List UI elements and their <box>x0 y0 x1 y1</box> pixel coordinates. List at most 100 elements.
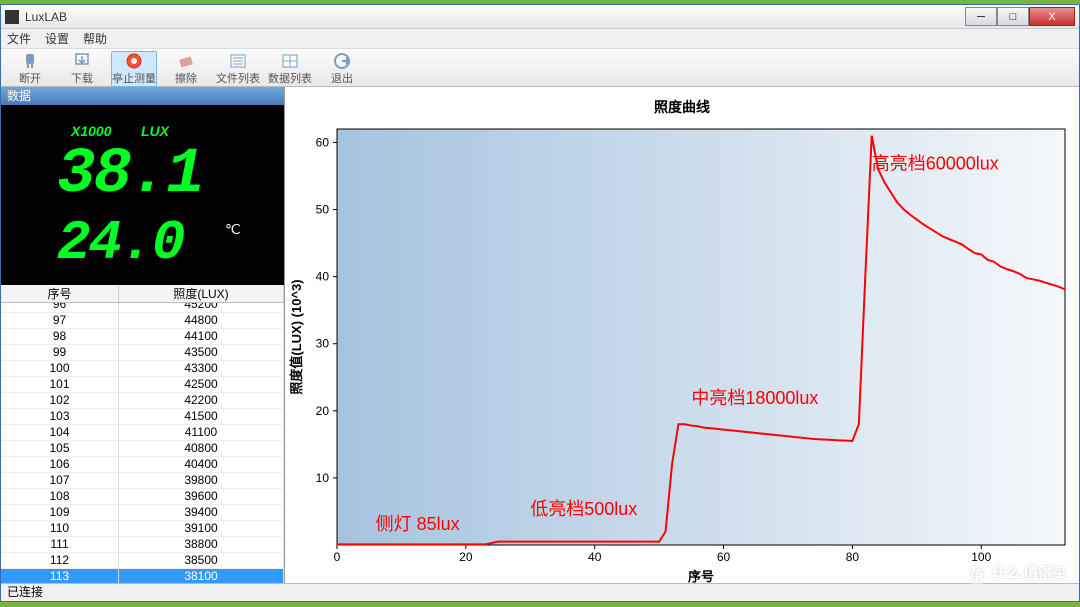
chart-title: 照度曲线 <box>285 87 1079 121</box>
svg-text:20: 20 <box>316 404 330 418</box>
svg-text:60: 60 <box>316 135 330 149</box>
table-row[interactable]: 9943500 <box>1 345 284 361</box>
table-row[interactable]: 10341500 <box>1 409 284 425</box>
statusbar: 已连接 <box>1 583 1079 601</box>
cell-lux: 39800 <box>119 473 284 489</box>
tool-filelist[interactable]: 文件列表 <box>215 51 261 87</box>
cell-lux: 43500 <box>119 345 284 361</box>
tool-download[interactable]: 下载 <box>59 51 105 87</box>
cell-lux: 42500 <box>119 377 284 393</box>
cell-lux: 41500 <box>119 409 284 425</box>
down-icon <box>72 52 92 70</box>
left-panel: 数据 X1000 LUX 38.1 24.0 ℃ 序号 照度(LUX) 9645… <box>1 87 285 585</box>
svg-text:侧灯 85lux: 侧灯 85lux <box>376 514 460 534</box>
cell-index: 100 <box>1 361 119 377</box>
tool-disconnect[interactable]: 断开 <box>7 51 53 87</box>
cell-lux: 40800 <box>119 441 284 457</box>
cell-index: 110 <box>1 521 119 537</box>
chart-svg: 102030405060020406080100侧灯 85lux低亮档500lu… <box>285 121 1075 591</box>
table-row[interactable]: 9645200 <box>1 303 284 313</box>
menu-1[interactable]: 设置 <box>45 30 69 47</box>
table-row[interactable]: 10242200 <box>1 393 284 409</box>
panel-header: 数据 <box>1 87 284 105</box>
svg-text:照度值(LUX) (10^3): 照度值(LUX) (10^3) <box>289 279 304 394</box>
cell-index: 105 <box>1 441 119 457</box>
tool-clear[interactable]: 擦除 <box>163 51 209 87</box>
table-row[interactable]: 10043300 <box>1 361 284 377</box>
table-row[interactable]: 10640400 <box>1 457 284 473</box>
table-body[interactable]: 9645200974480098441009943500100433001014… <box>1 303 284 585</box>
table-row[interactable]: 10540800 <box>1 441 284 457</box>
table-row[interactable]: 10142500 <box>1 377 284 393</box>
tool-datalist[interactable]: 数据列表 <box>267 51 313 87</box>
cell-index: 107 <box>1 473 119 489</box>
svg-text:40: 40 <box>588 550 602 564</box>
content: 数据 X1000 LUX 38.1 24.0 ℃ 序号 照度(LUX) 9645… <box>1 87 1079 585</box>
cell-lux: 38500 <box>119 553 284 569</box>
svg-text:10: 10 <box>316 471 330 485</box>
data-table: 序号 照度(LUX) 96452009744800984410099435001… <box>1 285 284 585</box>
table-row[interactable]: 11238500 <box>1 553 284 569</box>
cell-index: 98 <box>1 329 119 345</box>
svg-text:低亮档500lux: 低亮档500lux <box>530 499 637 519</box>
watermark-text: 什么.值得买 <box>992 565 1066 581</box>
svg-text:60: 60 <box>717 550 731 564</box>
cell-index: 111 <box>1 537 119 553</box>
minimize-button[interactable]: ─ <box>965 7 997 26</box>
cell-index: 99 <box>1 345 119 361</box>
watermark: 值什么.值得买 <box>966 563 1066 585</box>
cell-lux: 39400 <box>119 505 284 521</box>
cell-lux: 45200 <box>119 303 284 313</box>
tool-exit[interactable]: 退出 <box>319 51 365 87</box>
titlebar: LuxLAB ─ □ X <box>1 5 1079 29</box>
svg-text:高亮档60000lux: 高亮档60000lux <box>872 153 999 173</box>
cell-index: 104 <box>1 425 119 441</box>
tool-label: 擦除 <box>175 70 197 86</box>
lcd-multiplier: X1000 <box>71 123 111 139</box>
table-row[interactable]: 11039100 <box>1 521 284 537</box>
table-row[interactable]: 10441100 <box>1 425 284 441</box>
window-title: LuxLAB <box>25 10 965 24</box>
lcd-temp-unit: ℃ <box>225 221 241 238</box>
cell-index: 96 <box>1 303 119 313</box>
menu-2[interactable]: 帮助 <box>83 30 107 47</box>
table-row[interactable]: 10839600 <box>1 489 284 505</box>
menu-0[interactable]: 文件 <box>7 30 31 47</box>
svg-text:0: 0 <box>334 550 341 564</box>
svg-text:50: 50 <box>316 203 330 217</box>
table-row[interactable]: 10939400 <box>1 505 284 521</box>
svg-text:中亮档18000lux: 中亮档18000lux <box>691 388 818 408</box>
window-buttons: ─ □ X <box>965 7 1075 26</box>
cell-lux: 44800 <box>119 313 284 329</box>
app-icon <box>5 10 19 24</box>
maximize-button[interactable]: □ <box>997 7 1029 26</box>
cell-index: 108 <box>1 489 119 505</box>
close-button[interactable]: X <box>1029 7 1075 26</box>
watermark-icon: 值 <box>966 563 988 585</box>
cell-lux: 41100 <box>119 425 284 441</box>
table-row[interactable]: 11138800 <box>1 537 284 553</box>
svg-text:40: 40 <box>316 270 330 284</box>
tool-label: 文件列表 <box>216 70 260 86</box>
cell-lux: 40400 <box>119 457 284 473</box>
toolbar: 断开 下载亭止测量擦除 文件列表数据列表退出 <box>1 49 1079 87</box>
table-row[interactable]: 10739800 <box>1 473 284 489</box>
cell-index: 109 <box>1 505 119 521</box>
col-lux: 照度(LUX) <box>119 285 284 302</box>
table-row[interactable]: 9744800 <box>1 313 284 329</box>
svg-text:20: 20 <box>459 550 473 564</box>
cell-index: 102 <box>1 393 119 409</box>
tool-stop[interactable]: 亭止测量 <box>111 51 157 87</box>
lcd-temperature: 24.0 <box>57 215 183 271</box>
table-row[interactable]: 9844100 <box>1 329 284 345</box>
grid-icon <box>280 52 300 70</box>
lcd-display: X1000 LUX 38.1 24.0 ℃ <box>1 105 284 285</box>
cell-index: 101 <box>1 377 119 393</box>
eraser-icon <box>176 52 196 70</box>
exit-icon <box>332 52 352 70</box>
cell-lux: 42200 <box>119 393 284 409</box>
lcd-value: 38.1 <box>57 143 203 207</box>
tool-label: 断开 <box>19 70 41 86</box>
cell-lux: 38800 <box>119 537 284 553</box>
table-header: 序号 照度(LUX) <box>1 285 284 303</box>
